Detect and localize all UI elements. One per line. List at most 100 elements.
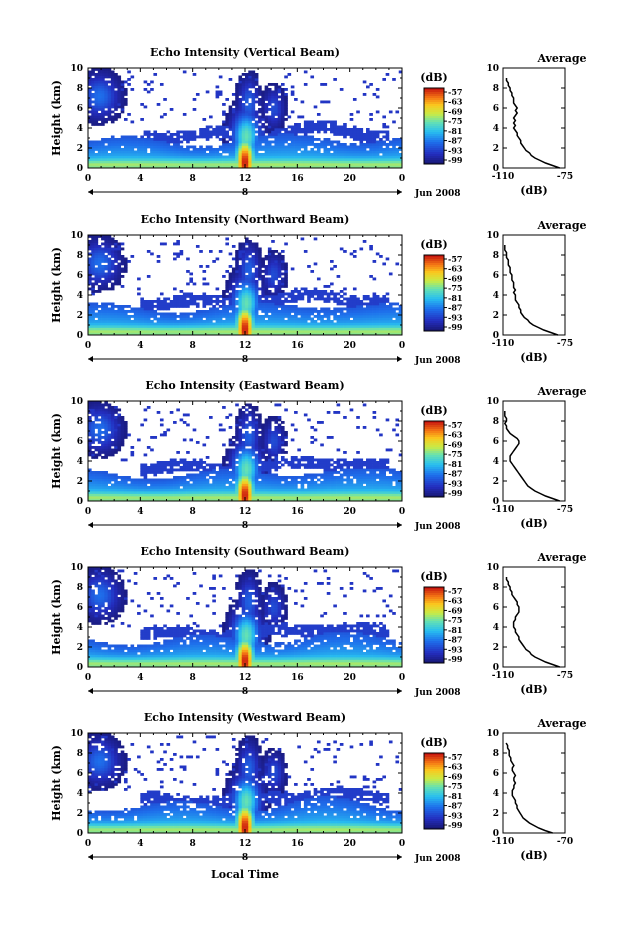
heat-cell	[238, 295, 243, 298]
heat-cell	[238, 290, 243, 293]
heat-cell	[114, 245, 118, 248]
heat-cell	[130, 140, 135, 144]
heat-cell	[228, 312, 233, 316]
heat-cell	[330, 292, 334, 296]
heat-cell	[333, 155, 337, 159]
x-tick-label: 12	[239, 174, 252, 184]
heat-cell	[114, 158, 118, 161]
heat-cell	[107, 312, 112, 316]
heat-cell	[199, 478, 203, 482]
heat-cell	[88, 488, 92, 492]
colorbar-step	[424, 140, 444, 143]
heat-cell	[104, 423, 108, 427]
heat-cell	[218, 493, 223, 497]
heat-cell	[375, 148, 380, 151]
heat-cell	[362, 325, 367, 328]
heat-cell	[225, 416, 229, 419]
heat-cell	[169, 330, 174, 333]
heat-cell	[248, 128, 252, 131]
heat-cell	[392, 315, 396, 318]
heat-cell	[195, 468, 200, 472]
heat-cell	[264, 153, 269, 156]
heat-cell	[382, 143, 386, 146]
heat-cell	[101, 282, 105, 286]
heat-cell	[271, 262, 275, 266]
heat-cell	[323, 140, 328, 144]
heat-cell	[88, 115, 92, 119]
heat-cell	[222, 302, 226, 306]
heat-cell	[107, 496, 112, 499]
heat-cell	[254, 95, 259, 99]
heat-cell	[369, 113, 373, 116]
heat-cell	[182, 158, 187, 161]
heat-cell	[150, 305, 154, 308]
heat-cell	[104, 255, 108, 258]
heat-cell	[326, 165, 331, 169]
heat-cell	[143, 145, 148, 149]
heat-cell	[245, 85, 249, 89]
heat-cell	[267, 93, 272, 96]
heat-cell	[303, 130, 308, 134]
heat-cell	[91, 431, 95, 434]
heat-cell	[254, 252, 259, 256]
heat-cell	[195, 486, 200, 489]
heat-cell	[313, 292, 318, 296]
heat-cell	[153, 325, 158, 328]
heat-cell	[382, 135, 386, 139]
heat-cell	[274, 148, 279, 151]
heat-cell	[215, 496, 220, 499]
heat-cell	[310, 163, 315, 166]
heat-cell	[192, 481, 197, 484]
heat-cell	[215, 128, 220, 131]
heat-cell	[280, 108, 285, 111]
heat-cell	[88, 441, 92, 444]
heat-cell	[127, 315, 131, 318]
heat-cell	[310, 143, 315, 146]
heat-cell	[398, 312, 403, 316]
heat-cell	[166, 491, 171, 494]
heat-cell	[101, 255, 105, 258]
heat-cell	[195, 483, 200, 487]
heat-cell	[97, 160, 102, 164]
heat-cell	[271, 110, 275, 114]
heat-cell	[130, 135, 135, 139]
heat-cell	[290, 310, 295, 313]
heat-cell	[117, 310, 122, 313]
heat-cell	[316, 128, 321, 131]
avg-y-tick-label: 4	[493, 124, 499, 134]
heat-cell	[287, 317, 292, 321]
heat-cell	[192, 98, 197, 101]
heat-cell	[97, 255, 102, 258]
heat-cell	[91, 158, 95, 161]
heat-cell	[248, 332, 252, 336]
heat-cell	[258, 260, 262, 263]
heat-cell	[316, 277, 321, 281]
heat-cell	[91, 270, 95, 273]
heat-cell	[91, 108, 95, 111]
heat-cell	[123, 305, 128, 308]
heat-cell	[107, 163, 112, 166]
heat-cell	[333, 148, 337, 151]
heat-cell	[248, 280, 252, 283]
heat-cell	[277, 332, 282, 336]
heat-cell	[382, 78, 386, 81]
heat-cell	[245, 108, 249, 111]
heat-cell	[97, 488, 102, 492]
heat-cell	[182, 320, 187, 323]
heat-cell	[297, 165, 301, 169]
heat-cell	[117, 428, 122, 432]
heat-cell	[91, 88, 95, 91]
heat-cell	[274, 88, 279, 91]
heat-cell	[290, 85, 295, 89]
heat-cell	[258, 297, 262, 301]
heat-cell	[101, 285, 105, 288]
heat-cell	[114, 423, 118, 427]
heat-cell	[372, 315, 377, 318]
heat-cell	[104, 140, 108, 144]
heat-cell	[343, 125, 347, 129]
heat-cell	[303, 165, 308, 169]
heat-cell	[222, 468, 226, 472]
heat-cell	[235, 270, 239, 273]
heat-cell	[241, 128, 246, 131]
heat-cell	[146, 330, 151, 333]
